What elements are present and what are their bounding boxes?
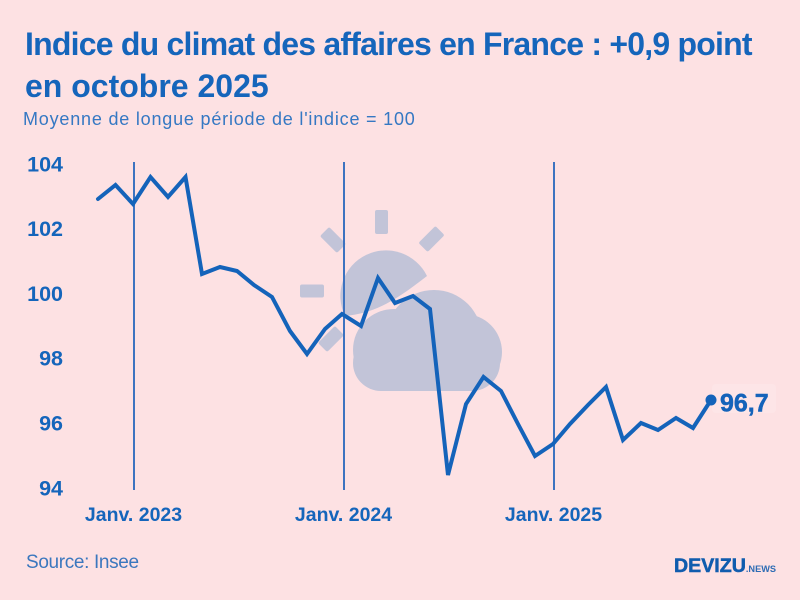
svg-text:104: 104	[27, 152, 63, 176]
svg-text:100: 100	[27, 282, 63, 306]
svg-text:Janv. 2025: Janv. 2025	[505, 504, 602, 526]
svg-text:Janv. 2023: Janv. 2023	[85, 504, 182, 526]
svg-text:98: 98	[39, 347, 63, 371]
svg-text:96,7: 96,7	[720, 390, 769, 418]
svg-text:94: 94	[39, 476, 63, 500]
svg-text:Janv. 2024: Janv. 2024	[295, 504, 392, 526]
svg-text:96: 96	[39, 412, 63, 436]
svg-text:102: 102	[27, 217, 63, 241]
